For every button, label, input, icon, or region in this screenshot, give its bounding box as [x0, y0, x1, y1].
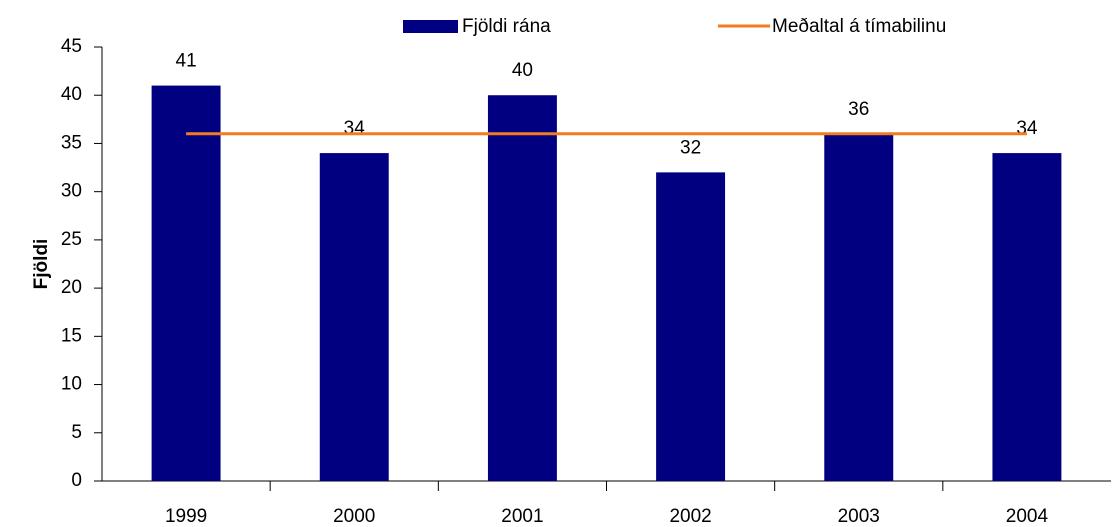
y-tick-label: 40 [61, 84, 82, 105]
data-label: 40 [512, 60, 533, 81]
y-tick-label: 35 [61, 132, 82, 153]
y-tick-label: 5 [71, 422, 82, 443]
y-tick-label: 10 [61, 374, 82, 395]
x-tick-label: 1999 [165, 506, 207, 527]
x-tick-label: 2003 [838, 506, 880, 527]
y-tick-label: 45 [61, 36, 82, 57]
data-label: 32 [680, 137, 701, 158]
bar [151, 85, 221, 482]
x-tick-label: 2000 [333, 506, 375, 527]
bar [992, 153, 1062, 482]
x-tick-label: 2002 [669, 506, 711, 527]
y-axis-label: Fjöldi [31, 239, 52, 290]
data-label: 36 [848, 99, 869, 120]
y-tick-label: 15 [61, 325, 82, 346]
legend-swatch [403, 20, 458, 33]
y-tick-label: 30 [61, 181, 82, 202]
bar [487, 95, 557, 481]
data-label: 41 [176, 51, 197, 72]
data-label: 34 [344, 118, 366, 139]
y-tick-label: 0 [71, 470, 82, 491]
bar [656, 172, 726, 481]
x-tick-label: 2004 [1006, 506, 1049, 527]
y-tick-label: 25 [61, 229, 82, 250]
x-tick-label: 2001 [501, 506, 543, 527]
data-label: 34 [1016, 118, 1038, 139]
y-tick-label: 20 [61, 277, 82, 298]
legend-label: Meðaltal á tímabilinu [772, 16, 946, 37]
bar [319, 153, 389, 482]
bar [824, 133, 894, 482]
legend-label: Fjöldi rána [462, 16, 551, 37]
